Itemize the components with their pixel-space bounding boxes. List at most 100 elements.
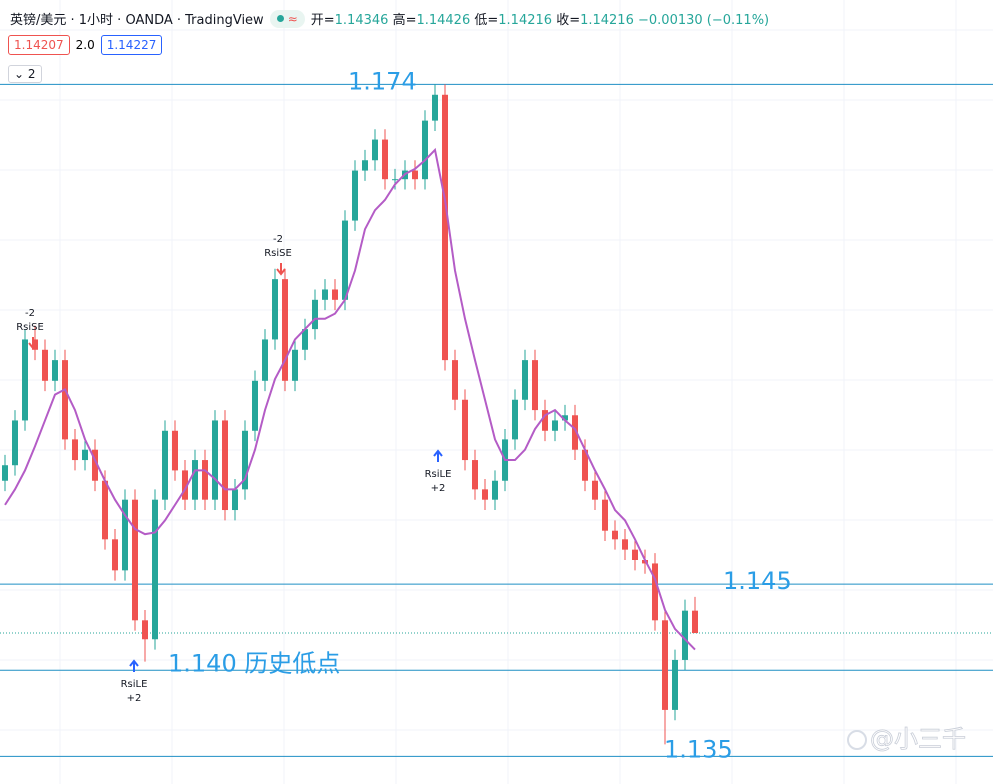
candle-body [472, 460, 478, 490]
candle-body [22, 339, 28, 421]
header: 英镑/美元 · 1小时 · OANDA · TradingView ≈ 开=1.… [10, 9, 769, 28]
signal-label: RsiSE [264, 248, 292, 259]
candle-body [692, 610, 698, 634]
watermark-logo [847, 730, 867, 750]
level-label: 1.174 [348, 67, 417, 95]
candle-body [602, 499, 608, 531]
signal-arrow [129, 659, 139, 672]
signal-qty: +2 [431, 483, 446, 494]
candle-body [512, 399, 518, 440]
candle-body [272, 279, 278, 340]
candle-body [282, 279, 288, 381]
candle-body [252, 380, 258, 431]
candle-body [62, 360, 68, 440]
candle-body [202, 460, 208, 500]
indicator-toggle[interactable]: ⌄ 2 [8, 65, 42, 83]
candle-body [592, 480, 598, 500]
candle-body [222, 420, 228, 511]
candle-body [352, 170, 358, 221]
candle-body [532, 360, 538, 411]
candle-body [672, 659, 678, 710]
signal-label: RsiLE [425, 469, 452, 480]
legend-key: 收= [556, 13, 581, 28]
buy-button[interactable]: 1.14227 [100, 35, 163, 55]
candle-body [312, 299, 318, 330]
candle-body [542, 410, 548, 431]
candle-body [292, 349, 298, 381]
signal-label: RsiLE [121, 679, 148, 690]
candle-body [12, 420, 18, 466]
candle-body [492, 480, 498, 500]
candle-body [682, 610, 688, 660]
candle-body [392, 179, 398, 181]
candle-body [152, 499, 158, 640]
indicator-count: 2 [27, 67, 36, 81]
candle-body [372, 139, 378, 161]
candle-body [342, 220, 348, 300]
legend-value: 1.14346 [334, 13, 389, 28]
candle-body [82, 449, 88, 461]
legend-key: 开= [310, 13, 335, 28]
candle-body [422, 120, 428, 180]
candle-body [612, 530, 618, 540]
candle-body [2, 465, 8, 481]
candle-body [302, 329, 308, 350]
candle-body [432, 94, 438, 121]
legend-key: 高= [392, 13, 417, 28]
watermark: @小三千 [870, 725, 966, 753]
signal-arrow [433, 449, 443, 462]
candle-body [102, 480, 108, 540]
candle-body [362, 160, 368, 171]
candle-body [662, 620, 668, 710]
candle-body [582, 449, 588, 481]
candle-body [262, 339, 268, 381]
candle-body [382, 139, 388, 180]
candle-body [112, 539, 118, 571]
candle-body [52, 360, 58, 381]
candle-body [452, 360, 458, 400]
candle-body [522, 360, 528, 400]
candle-body [232, 489, 238, 511]
symbol-title: 英镑/美元 · 1小时 · OANDA · TradingView [10, 13, 264, 28]
candle-body [442, 94, 448, 361]
candle-body [242, 430, 248, 490]
candle-body [652, 563, 658, 621]
candle-body [92, 449, 98, 481]
moving-average [4, 147, 696, 651]
signal-label: RsiSE [16, 322, 44, 333]
candle-body [212, 420, 218, 500]
candle-body [572, 415, 578, 450]
status-badge[interactable]: ≈ [269, 9, 305, 28]
legend-value: 1.14216 [498, 13, 553, 28]
level-label: 1.145 [723, 567, 792, 595]
candle-body [122, 499, 128, 571]
level-label: 1.135 [664, 735, 733, 763]
order-row: 1.14207 2.0 1.14227 [8, 35, 163, 55]
candle-body [182, 470, 188, 500]
legend-change: −0.00130 [638, 13, 703, 28]
signal-qty: -2 [25, 308, 35, 319]
signal-qty: -2 [273, 234, 283, 245]
level-label: 1.140 历史低点 [168, 649, 340, 677]
candle-body [332, 289, 338, 300]
signal-qty: +2 [127, 693, 142, 704]
signal-arrow [28, 337, 38, 350]
spread: 2.0 [75, 38, 95, 52]
candle-body [562, 415, 568, 421]
candle-body [172, 430, 178, 471]
candle-body [482, 489, 488, 500]
candle-body [132, 499, 138, 621]
legend-value: 1.14426 [416, 13, 471, 28]
ohlc-legend: 开=1.14346 高=1.14426 低=1.14216 收=1.14216 … [311, 9, 769, 28]
legend-change-pct: (−0.11%) [706, 13, 770, 28]
candle-body [142, 620, 148, 640]
signal-arrow [276, 263, 286, 276]
candle-body [322, 289, 328, 300]
candle-body [42, 349, 48, 381]
candle-body [622, 539, 628, 550]
legend-key: 低= [474, 13, 499, 28]
candle-body [162, 430, 168, 500]
sell-button[interactable]: 1.14207 [8, 35, 70, 55]
